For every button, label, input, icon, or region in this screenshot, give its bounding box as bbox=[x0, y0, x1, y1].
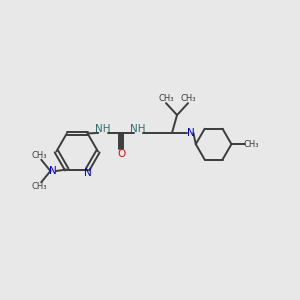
Text: CH₃: CH₃ bbox=[158, 94, 174, 103]
Text: O: O bbox=[118, 149, 126, 159]
Text: NH: NH bbox=[130, 124, 146, 134]
Text: N: N bbox=[49, 166, 56, 176]
Text: NH: NH bbox=[95, 124, 110, 134]
Text: CH₃: CH₃ bbox=[32, 182, 47, 191]
Text: CH₃: CH₃ bbox=[244, 140, 260, 149]
Text: N: N bbox=[84, 168, 92, 178]
Text: CH₃: CH₃ bbox=[32, 151, 47, 160]
Text: CH₃: CH₃ bbox=[180, 94, 196, 103]
Text: N: N bbox=[187, 128, 194, 138]
